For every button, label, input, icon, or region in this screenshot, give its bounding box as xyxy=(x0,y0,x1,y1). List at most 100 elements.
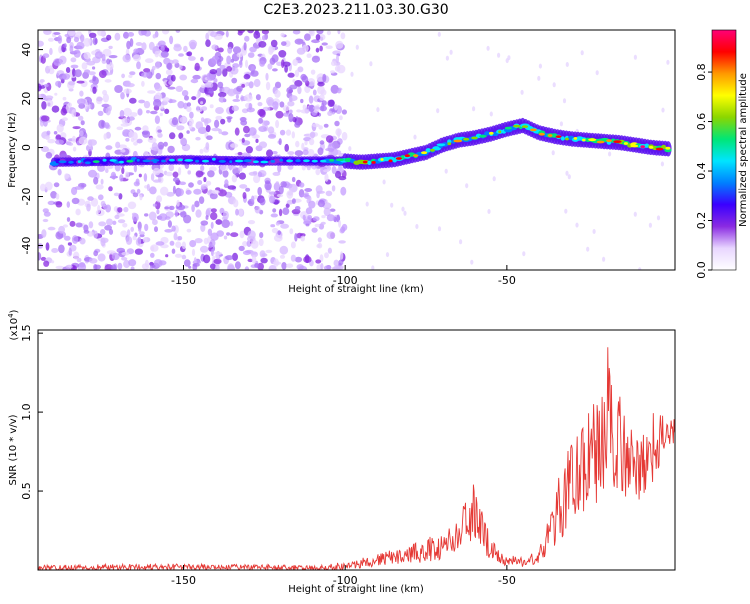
noise-speck xyxy=(190,78,199,84)
noise-speck xyxy=(67,242,72,246)
noise-speck xyxy=(324,252,329,259)
ridge-peak xyxy=(582,138,586,142)
noise-speck xyxy=(178,132,184,140)
noise-speck xyxy=(108,45,113,50)
noise-speck xyxy=(152,146,159,152)
noise-speck xyxy=(122,129,131,137)
y-tick-label: 0.5 xyxy=(20,482,33,500)
noise-speck xyxy=(340,226,346,233)
noise-speck xyxy=(309,131,316,139)
ridge-peak xyxy=(68,160,74,164)
noise-speck xyxy=(53,32,61,35)
noise-speck xyxy=(221,131,229,136)
noise-speck xyxy=(181,241,186,250)
noise-speck xyxy=(335,40,344,49)
noise-speck xyxy=(183,259,191,267)
noise-speck xyxy=(217,47,224,53)
noise-speck xyxy=(194,238,203,244)
ridge-peak xyxy=(77,160,81,164)
noise-speck xyxy=(163,141,168,147)
noise-speck xyxy=(335,128,342,137)
noise-speck xyxy=(660,161,665,167)
noise-speck xyxy=(315,47,320,53)
noise-speck xyxy=(272,208,277,213)
noise-speck xyxy=(338,219,342,228)
noise-speck xyxy=(117,219,126,224)
noise-speck xyxy=(209,263,216,270)
noise-speck xyxy=(101,53,106,62)
noise-speck xyxy=(97,204,101,214)
noise-speck xyxy=(71,135,76,143)
noise-speck xyxy=(78,262,86,268)
noise-speck xyxy=(307,148,315,158)
noise-speck xyxy=(275,119,280,129)
noise-speck xyxy=(279,101,285,108)
noise-speck xyxy=(88,139,97,146)
noise-speck xyxy=(57,168,62,176)
noise-speck xyxy=(195,136,201,141)
noise-speck xyxy=(48,37,54,42)
noise-speck xyxy=(648,222,653,228)
ridge-peak xyxy=(413,154,419,158)
noise-speck xyxy=(317,199,325,208)
noise-speck xyxy=(666,59,670,65)
noise-speck xyxy=(43,260,50,267)
noise-speck xyxy=(174,253,183,258)
noise-speck xyxy=(273,258,279,267)
noise-speck xyxy=(248,81,254,89)
noise-speck xyxy=(123,107,132,117)
noise-speck xyxy=(255,94,261,101)
noise-speck xyxy=(272,171,281,176)
ridge-cell xyxy=(560,136,565,141)
noise-speck xyxy=(291,131,295,139)
noise-speck xyxy=(160,186,169,196)
ridge-peak xyxy=(555,135,562,139)
noise-speck xyxy=(39,79,45,83)
noise-speck xyxy=(371,265,375,270)
noise-speck xyxy=(128,259,137,267)
noise-speck xyxy=(350,71,354,77)
noise-speck xyxy=(308,30,314,35)
noise-speck xyxy=(38,40,44,47)
snr-x-ticks: -150 -100 -50 xyxy=(171,565,516,587)
noise-speck xyxy=(77,98,86,105)
noise-speck xyxy=(300,235,306,242)
noise-speck xyxy=(277,230,282,236)
noise-speck xyxy=(152,203,157,207)
noise-speck xyxy=(97,110,104,116)
noise-speck xyxy=(243,73,251,80)
noise-speck xyxy=(154,84,162,92)
noise-speck xyxy=(320,221,326,225)
noise-speck xyxy=(133,48,139,54)
noise-speck xyxy=(259,197,266,206)
noise-speck xyxy=(279,254,286,259)
noise-speck xyxy=(55,201,63,208)
noise-speck xyxy=(520,89,524,95)
noise-speck xyxy=(226,55,232,65)
noise-speck xyxy=(324,173,329,182)
noise-speck xyxy=(164,108,170,115)
noise-speck xyxy=(141,263,150,270)
noise-speck xyxy=(327,99,335,108)
noise-speck xyxy=(93,250,99,257)
noise-speck xyxy=(102,93,109,103)
noise-speck xyxy=(110,171,117,180)
noise-speck xyxy=(150,252,155,258)
noise-speck xyxy=(390,202,394,208)
ridge-peak xyxy=(84,161,91,165)
noise-speck xyxy=(243,42,247,51)
spectrogram-y-label: Frequency (Hz) xyxy=(7,112,18,188)
noise-speck xyxy=(138,227,142,232)
noise-speck xyxy=(71,50,81,54)
noise-speck xyxy=(96,96,103,105)
y-tick-label: 1.5 xyxy=(20,324,33,342)
noise-speck xyxy=(104,225,112,231)
x-tick-label: -150 xyxy=(171,274,196,287)
noise-speck xyxy=(288,109,293,114)
noise-speck xyxy=(79,90,84,97)
noise-speck xyxy=(207,228,213,236)
noise-speck xyxy=(78,115,84,121)
ridge-peak xyxy=(380,158,384,161)
noise-speck xyxy=(267,99,274,107)
noise-speck xyxy=(125,137,130,142)
